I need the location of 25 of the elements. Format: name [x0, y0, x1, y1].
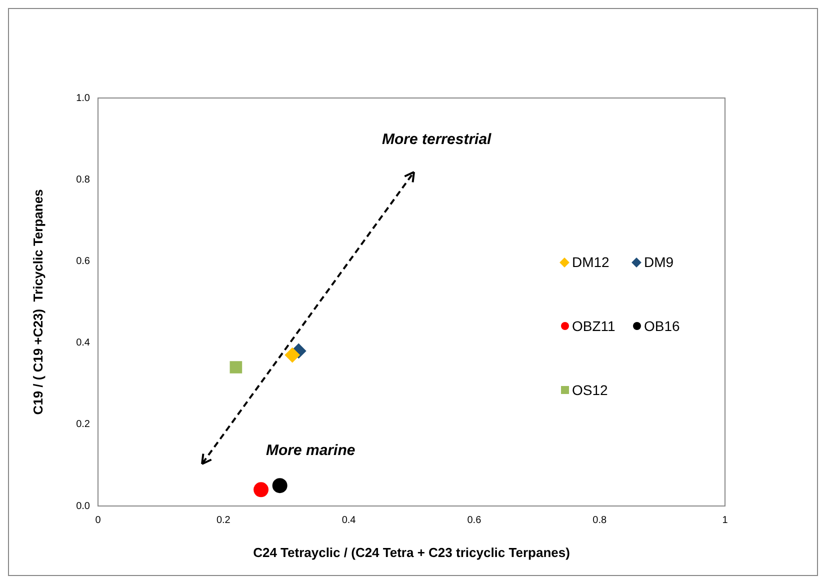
y-tick-label: 0.2 — [76, 419, 90, 430]
x-tick-label: 0.8 — [592, 514, 607, 526]
y-axis-title: C19 / ( C19 +C23) Tricyclic Terpanes — [30, 189, 46, 415]
y-tick-label: 0.4 — [76, 338, 90, 349]
legend-label: DM12 — [572, 254, 610, 270]
point — [272, 478, 288, 494]
x-tick-label: 0.4 — [342, 514, 356, 526]
x-axis-title: C24 Tetrayclic / (C24 Tetra + C23 tricyclic Terpanes) — [253, 544, 570, 560]
legend-label: OBZ11 — [572, 318, 616, 334]
point — [254, 482, 269, 498]
legend-label: OB16 — [644, 318, 680, 334]
y-tick-label: 1.0 — [76, 92, 90, 104]
x-tick-label: 0 — [95, 514, 102, 526]
point — [230, 361, 242, 374]
y-tick-label: 0.8 — [76, 174, 90, 186]
annotation: More marine — [266, 442, 356, 459]
legend-label: DM9 — [644, 254, 674, 270]
x-tick-label: 0.2 — [216, 514, 231, 526]
x-tick-label: 0.6 — [467, 514, 482, 526]
y-tick-label: 0.6 — [76, 256, 90, 267]
point — [284, 348, 300, 363]
y-tick-label: 0.0 — [76, 500, 90, 512]
x-tick-label: 1 — [722, 514, 728, 526]
legend-label: OS12 — [572, 382, 608, 398]
annotation: More terrestrial — [382, 131, 492, 148]
